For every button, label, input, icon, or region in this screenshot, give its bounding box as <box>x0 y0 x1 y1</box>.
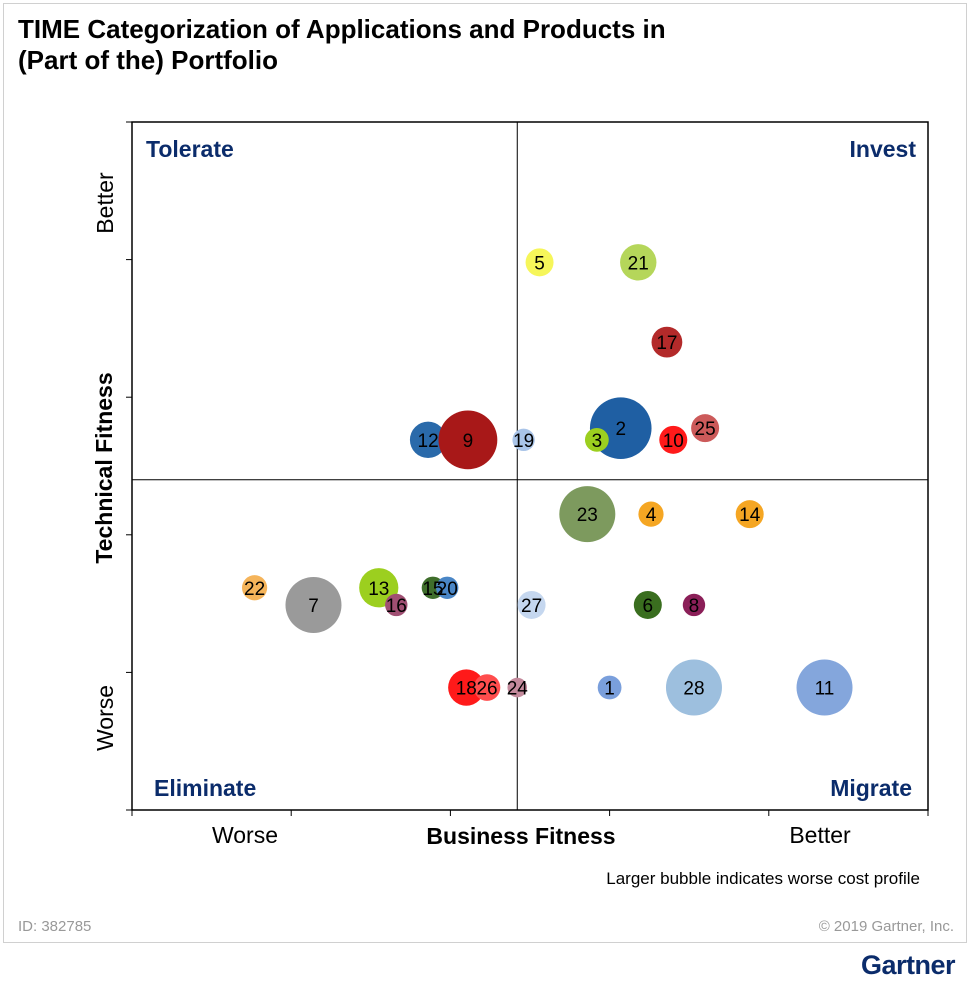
bubble-25 <box>691 414 720 443</box>
y-axis-title: Technical Fitness <box>91 372 117 563</box>
copyright-notice: © 2019 Gartner, Inc. <box>818 918 954 935</box>
bubble-label-26: 26 <box>476 679 497 700</box>
bubble-7 <box>285 576 342 633</box>
bubble-11 <box>796 659 853 716</box>
title-line-2: (Part of the) Portfolio <box>18 45 278 75</box>
bubble-12 <box>409 421 447 459</box>
bubble-10 <box>659 425 688 454</box>
quadrant-label-tolerate: Tolerate <box>146 136 234 162</box>
x-tick-label-better: Better <box>789 822 851 848</box>
x-axis-title: Business Fitness <box>426 823 615 849</box>
bubble-label-7: 7 <box>308 596 319 617</box>
bubble-22 <box>241 575 268 601</box>
bubble-5 <box>525 248 554 277</box>
y-tick-label-better: Better <box>92 172 118 234</box>
bubble-label-6: 6 <box>643 596 654 617</box>
bubble-label-5: 5 <box>534 253 545 274</box>
bubble-label-9: 9 <box>463 431 474 452</box>
bubble-label-10: 10 <box>663 431 684 452</box>
bubble-18 <box>448 669 485 706</box>
bubble-label-1: 1 <box>604 679 615 700</box>
page-title: TIME Categorization of Applications and … <box>18 14 778 76</box>
bubble-label-27: 27 <box>521 596 542 617</box>
bubble-19 <box>512 428 535 452</box>
bubble-label-15: 15 <box>422 579 443 600</box>
bubble-28 <box>665 659 722 716</box>
bubble-24 <box>507 677 528 698</box>
plot-border <box>131 121 929 811</box>
figure-frame <box>3 3 967 943</box>
bubble-16 <box>385 593 408 617</box>
bubble-label-17: 17 <box>656 333 677 354</box>
y-tick-label-worse: Worse <box>92 685 118 751</box>
bubble-21 <box>620 244 657 281</box>
bubble-label-3: 3 <box>592 431 603 452</box>
bubble-label-25: 25 <box>695 419 716 440</box>
bubble-label-28: 28 <box>683 679 704 700</box>
bubble-label-11: 11 <box>815 679 835 700</box>
bubble-label-18: 18 <box>456 679 477 700</box>
bubble-14 <box>735 500 764 529</box>
bubble-27 <box>517 590 546 619</box>
bubble-3 <box>584 427 609 452</box>
bubble-26 <box>473 674 501 701</box>
bubble-label-23: 23 <box>577 505 598 526</box>
bubble-8 <box>682 593 706 617</box>
quadrant-label-migrate: Migrate <box>830 775 912 801</box>
bubble-23 <box>559 486 616 543</box>
bubble-4 <box>638 501 664 527</box>
title-line-1: TIME Categorization of Applications and … <box>18 14 666 44</box>
chart-note: Larger bubble indicates worse cost profi… <box>606 869 920 888</box>
chart-text-layer: Tolerate Invest Eliminate Migrate Worse Bette… <box>91 136 920 888</box>
bubble-label-8: 8 <box>689 596 700 617</box>
bubble-label-2: 2 <box>615 419 626 440</box>
bubble-label-16: 16 <box>386 596 407 617</box>
bubble-label-22: 22 <box>244 579 265 600</box>
gartner-logo: Gartner <box>860 950 956 980</box>
bubble-label-12: 12 <box>418 431 439 452</box>
bubble-20 <box>436 576 459 599</box>
bubble-1 <box>597 675 622 700</box>
figure-id: ID: 382785 <box>18 918 92 935</box>
bubble-label-19: 19 <box>513 431 534 452</box>
chart-axes <box>126 121 929 816</box>
bubble-label-21: 21 <box>628 253 649 274</box>
bubble-label-24: 24 <box>507 679 529 700</box>
x-tick-label-worse: Worse <box>212 822 278 848</box>
bubble-9 <box>438 410 498 470</box>
bubble-layer <box>241 244 853 716</box>
bubble-label-13: 13 <box>368 579 389 600</box>
bubble-label-14: 14 <box>739 505 761 526</box>
quadrant-label-eliminate: Eliminate <box>154 775 256 801</box>
bubble-17 <box>651 326 683 358</box>
bubble-6 <box>633 590 662 619</box>
quadrant-label-invest: Invest <box>850 136 917 162</box>
bubble-label-20: 20 <box>437 579 458 600</box>
bubble-label-4: 4 <box>646 505 657 526</box>
